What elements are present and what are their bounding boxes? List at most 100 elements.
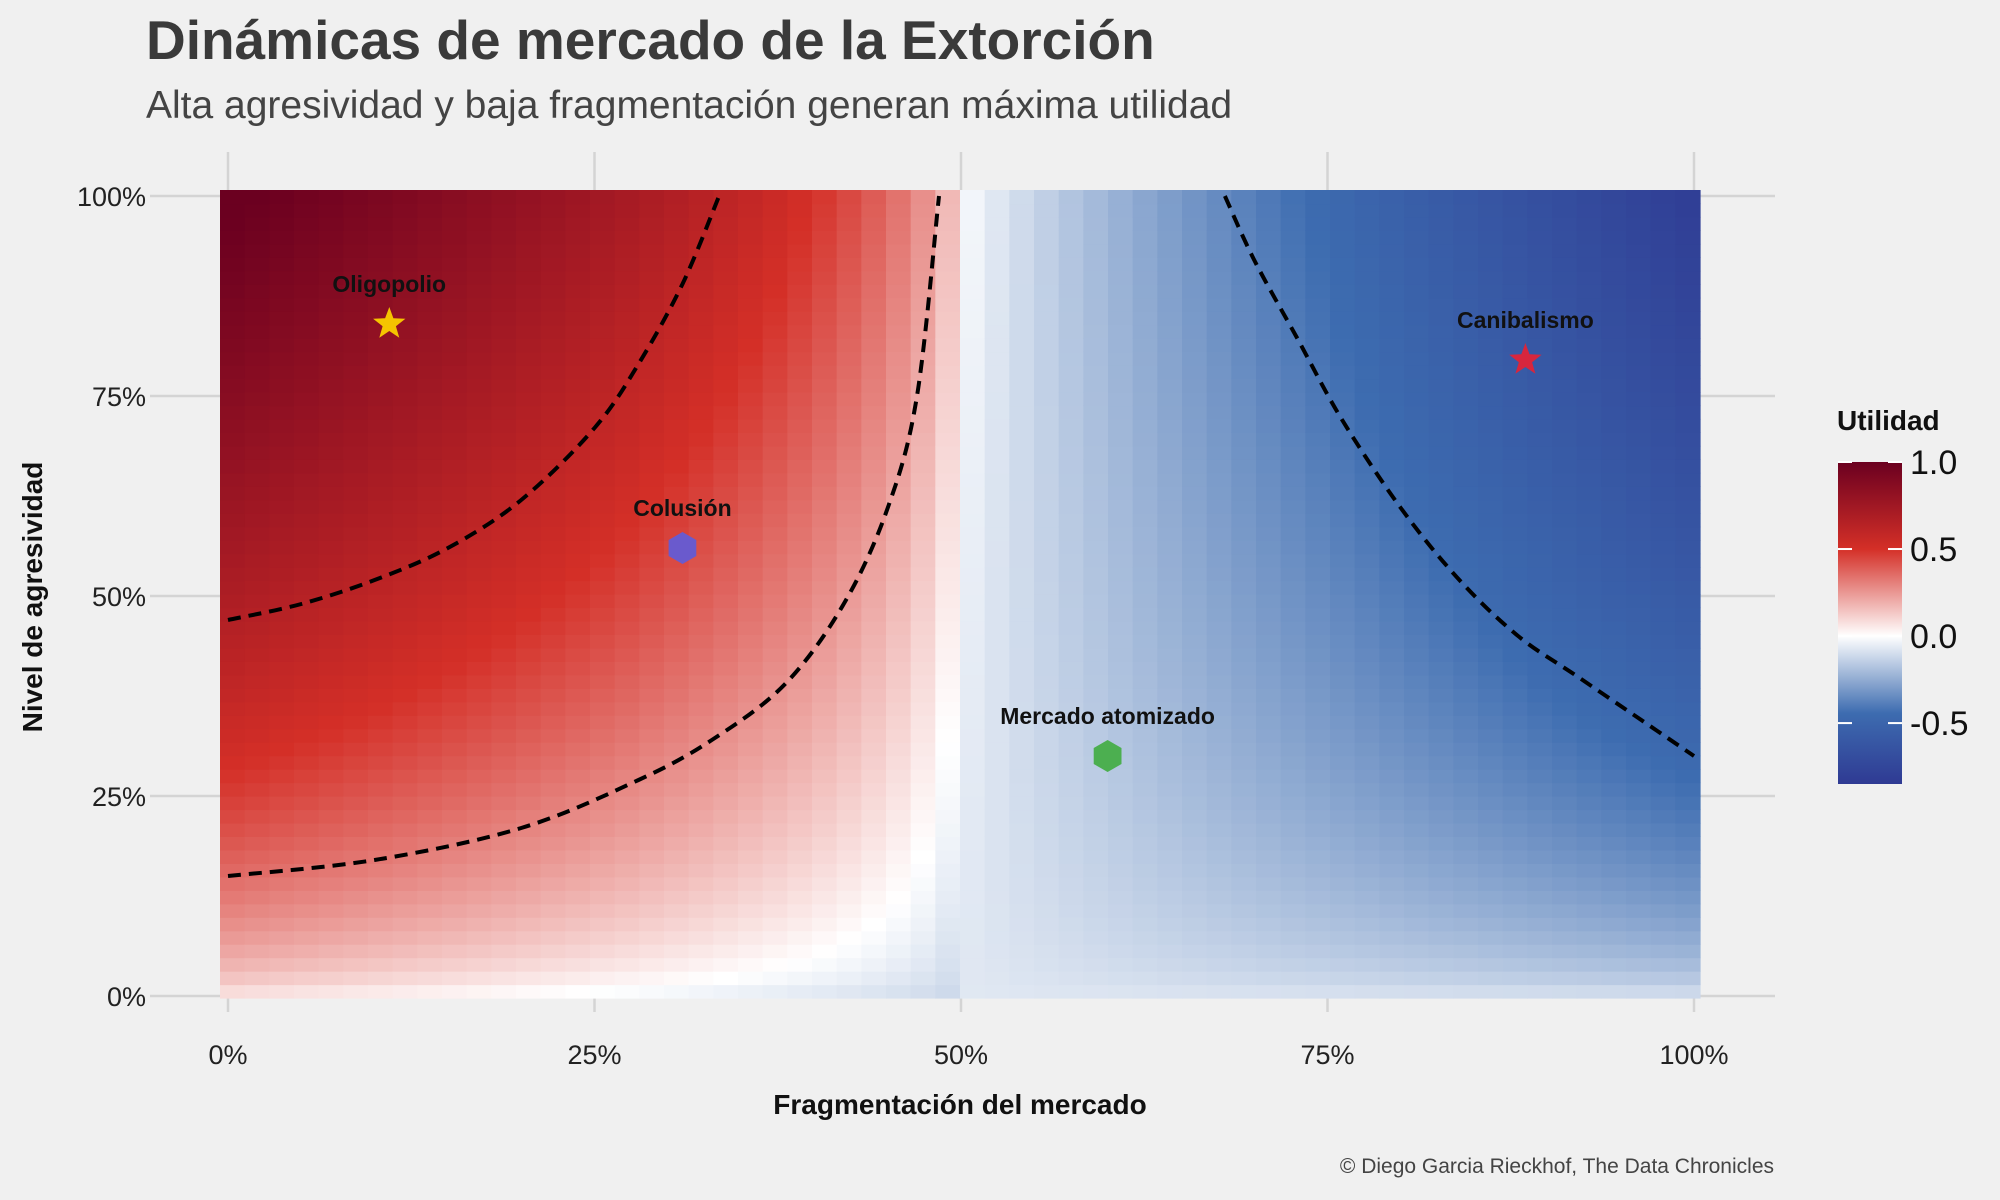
heatmap-cell xyxy=(343,365,369,380)
heatmap-cell xyxy=(1182,688,1208,703)
heatmap-cell xyxy=(1650,486,1676,501)
heatmap-cell xyxy=(1601,445,1627,460)
heatmap-cell xyxy=(392,216,418,231)
heatmap-cell xyxy=(664,688,690,703)
heatmap-cell xyxy=(540,418,566,433)
heatmap-cell xyxy=(1650,297,1676,312)
heatmap-cell xyxy=(1182,661,1208,676)
heatmap-cell xyxy=(1576,742,1602,757)
heatmap-cell xyxy=(1354,190,1380,205)
heatmap-cell xyxy=(590,553,616,568)
heatmap-cell xyxy=(1650,903,1676,918)
heatmap-cell xyxy=(861,580,887,595)
heatmap-cell xyxy=(1354,513,1380,528)
heatmap-cell xyxy=(1108,567,1134,582)
heatmap-cell xyxy=(1182,540,1208,555)
heatmap-cell xyxy=(1576,459,1602,474)
heatmap-cell xyxy=(738,324,764,339)
heatmap-cell xyxy=(861,324,887,339)
heatmap-cell xyxy=(1009,782,1035,797)
heatmap-cell xyxy=(1206,876,1232,891)
heatmap-cell xyxy=(466,472,492,487)
heatmap-cell xyxy=(1478,876,1504,891)
heatmap-cell xyxy=(466,594,492,609)
heatmap-cell xyxy=(738,607,764,622)
heatmap-cell xyxy=(1034,782,1060,797)
heatmap-cell xyxy=(1256,957,1282,972)
heatmap-cell xyxy=(738,796,764,811)
contour-line xyxy=(227,195,721,622)
heatmap-cell xyxy=(1058,661,1084,676)
heatmap-cell xyxy=(861,418,887,433)
heatmap-cell xyxy=(713,216,739,231)
heatmap-cell xyxy=(935,190,961,205)
point-oligopolio xyxy=(373,307,406,338)
heatmap-cell xyxy=(417,526,443,541)
heatmap-cell xyxy=(738,392,764,407)
heatmap-cell xyxy=(1256,890,1282,905)
heatmap-cell xyxy=(639,890,665,905)
heatmap-cell xyxy=(1576,284,1602,299)
heatmap-cell xyxy=(1305,822,1331,837)
heatmap-cell xyxy=(269,917,295,932)
heatmap-cell xyxy=(1552,297,1578,312)
heatmap-cell xyxy=(1231,540,1257,555)
heatmap-cell xyxy=(1157,567,1183,582)
heatmap-cell xyxy=(762,796,788,811)
heatmap-cell xyxy=(1108,459,1134,474)
heatmap-cell xyxy=(1182,365,1208,380)
heatmap-cell xyxy=(886,863,912,878)
heatmap-cell xyxy=(318,190,344,205)
heatmap-cell xyxy=(787,580,813,595)
heatmap-cell xyxy=(1231,445,1257,460)
heatmap-cell xyxy=(220,944,246,959)
heatmap-cell xyxy=(1404,351,1430,366)
heatmap-cell xyxy=(1231,324,1257,339)
heatmap-cell xyxy=(417,203,443,218)
heatmap-cell xyxy=(688,203,714,218)
heatmap-cell xyxy=(343,769,369,784)
heatmap-cell xyxy=(1576,890,1602,905)
heatmap-cell xyxy=(1576,863,1602,878)
heatmap-cell xyxy=(1675,607,1701,622)
heatmap-cell xyxy=(861,405,887,420)
y-tick-label: 75% xyxy=(92,382,146,412)
heatmap-cell xyxy=(1256,863,1282,878)
heatmap-cell xyxy=(368,378,394,393)
heatmap-cell xyxy=(1034,405,1060,420)
heatmap-cell xyxy=(417,769,443,784)
heatmap-cell xyxy=(590,796,616,811)
heatmap-cell xyxy=(1552,782,1578,797)
heatmap-cell xyxy=(812,432,838,447)
heatmap-cell xyxy=(1675,418,1701,433)
heatmap-cell xyxy=(1576,796,1602,811)
heatmap-cell xyxy=(688,876,714,891)
heatmap-cell xyxy=(1132,526,1158,541)
heatmap-cell xyxy=(1132,607,1158,622)
heatmap-cell xyxy=(1428,647,1454,662)
heatmap-cell xyxy=(1601,243,1627,258)
heatmap-cell xyxy=(1478,513,1504,528)
heatmap-cell xyxy=(1182,513,1208,528)
heatmap-cell xyxy=(1601,418,1627,433)
heatmap-cell xyxy=(516,445,542,460)
heatmap-cell xyxy=(614,311,640,326)
heatmap-cell xyxy=(1256,567,1282,582)
heatmap-cell xyxy=(1034,957,1060,972)
heatmap-cell xyxy=(1552,836,1578,851)
heatmap-cell xyxy=(1280,634,1306,649)
heatmap-cell xyxy=(343,984,369,999)
heatmap-cell xyxy=(861,392,887,407)
heatmap-cell xyxy=(935,567,961,582)
heatmap-cell xyxy=(1404,903,1430,918)
heatmap-cell xyxy=(1256,203,1282,218)
heatmap-cell xyxy=(269,984,295,999)
heatmap-cell xyxy=(294,917,320,932)
heatmap-cell xyxy=(1330,324,1356,339)
heatmap-cell xyxy=(935,580,961,595)
heatmap-cell xyxy=(787,499,813,514)
heatmap-cell xyxy=(1502,472,1528,487)
heatmap-cell xyxy=(614,742,640,757)
heatmap-cell xyxy=(1453,190,1479,205)
heatmap-cell xyxy=(1601,553,1627,568)
